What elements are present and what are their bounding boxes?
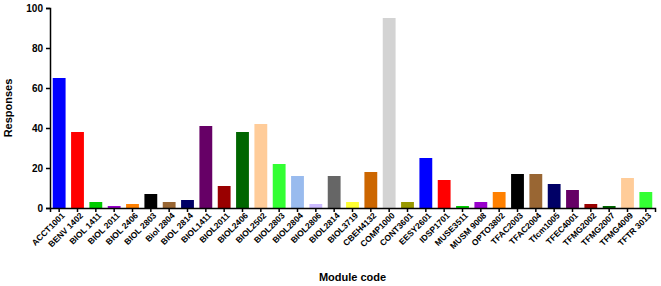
bar [529, 174, 542, 208]
bar [108, 206, 121, 208]
x-tick-label: TFTR 3013 [616, 210, 654, 248]
bar [126, 204, 139, 208]
bar [456, 206, 469, 208]
x-tick: TFTR 3013 [616, 208, 654, 248]
y-tick-mark [46, 168, 50, 170]
y-tick-label: 20 [32, 163, 44, 174]
bar [419, 158, 432, 208]
y-tick-label: 80 [32, 43, 44, 54]
bar [53, 78, 66, 208]
chart: 0 20 40 60 80 100 ACCT1001BENV 1402BIOL 1411BI… [0, 0, 661, 286]
bar [199, 126, 212, 208]
x-axis-title: Module code [319, 271, 386, 283]
bars [53, 18, 653, 208]
bar [273, 164, 286, 208]
bar [291, 176, 304, 208]
y-tick: 60 [32, 83, 50, 94]
bar [584, 204, 597, 208]
bar [364, 172, 377, 208]
bar [639, 192, 652, 208]
bar [621, 178, 634, 208]
y-tick-mark [46, 48, 50, 50]
bar [603, 206, 616, 208]
y-tick: 40 [32, 123, 50, 134]
bar [401, 202, 414, 208]
bar [254, 124, 267, 208]
y-tick-mark [46, 8, 50, 10]
bar [493, 192, 506, 208]
plot: 0 20 40 60 80 100 ACCT1001BENV 1402BIOL 1411BI… [26, 3, 655, 251]
bar [144, 194, 157, 208]
bar [236, 132, 249, 208]
y-axis-title: Responses [2, 79, 14, 138]
bar [383, 18, 396, 208]
bar [181, 200, 194, 208]
bar [218, 186, 231, 208]
bar [438, 180, 451, 208]
bar [548, 184, 561, 208]
y-tick: 100 [26, 3, 50, 14]
y-tick: 20 [32, 163, 50, 174]
y-tick-label: 100 [26, 3, 43, 14]
y-axis-line [46, 9, 51, 209]
bar [474, 202, 487, 208]
y-tick-label: 40 [32, 123, 44, 134]
bar [163, 202, 176, 208]
bar [71, 132, 84, 208]
bar [309, 204, 322, 208]
bar [328, 176, 341, 208]
bar [511, 174, 524, 208]
y-tick-label: 0 [37, 203, 43, 214]
y-tick: 0 [37, 203, 50, 214]
y-axis: 0 20 40 60 80 100 [26, 3, 50, 214]
y-tick: 80 [32, 43, 50, 54]
bar [89, 202, 102, 208]
y-tick-label: 60 [32, 83, 44, 94]
bar [566, 190, 579, 208]
y-tick-mark [46, 128, 50, 130]
y-tick-mark [46, 88, 50, 90]
y-tick-mark [46, 208, 50, 210]
bar [346, 202, 359, 208]
x-axis: ACCT1001BENV 1402BIOL 1411BIOL 2011BIOL … [30, 208, 656, 251]
